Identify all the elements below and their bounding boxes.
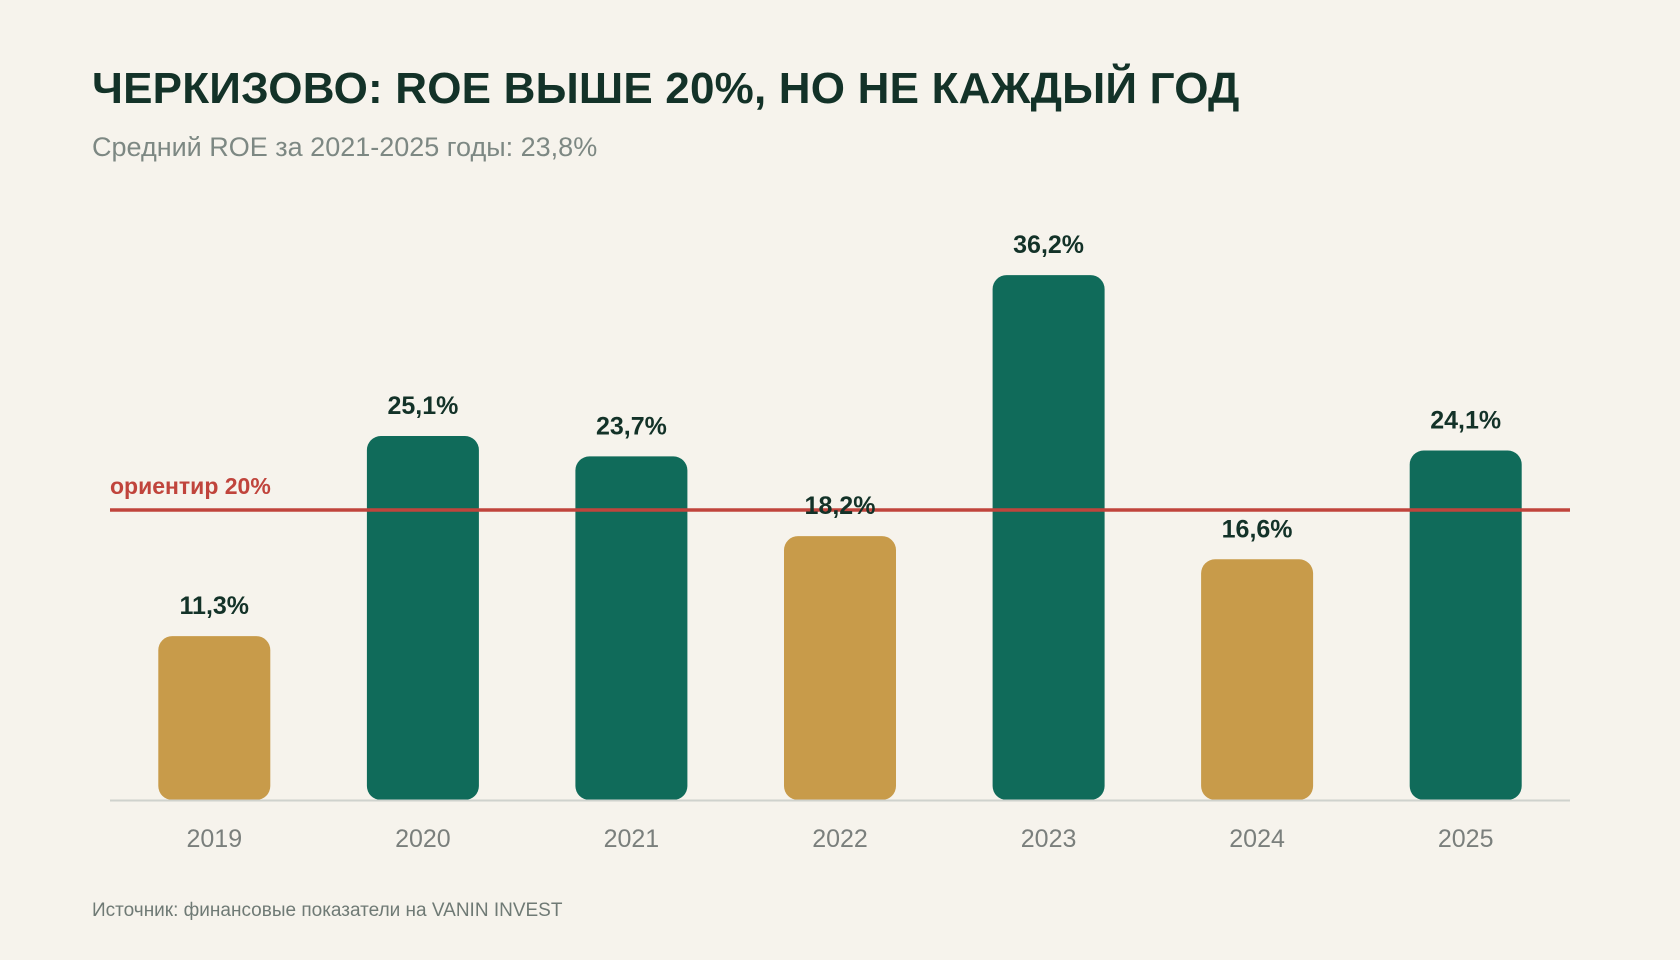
value-label-2020: 25,1%: [387, 392, 458, 420]
value-label-2019: 11,3%: [180, 592, 250, 620]
reference-layer: ориентир 20%: [110, 473, 1570, 512]
reference-line-label: ориентир 20%: [110, 473, 271, 499]
x-tick-2024: 2024: [1229, 825, 1285, 853]
x-tick-2019: 2019: [186, 825, 242, 853]
value-label-2024: 16,6%: [1222, 515, 1293, 543]
bar-2023: [992, 275, 1105, 801]
chart-subtitle: Средний ROE за 2021-2025 годы: 23,8%: [92, 132, 598, 162]
value-label-2022: 18,2%: [805, 492, 876, 520]
x-tick-2025: 2025: [1438, 825, 1494, 853]
bar-2022: [784, 536, 896, 800]
bar-2025: [1409, 450, 1522, 800]
bars-layer: [158, 275, 1522, 801]
chart-title: ЧЕРКИЗОВО: ROE ВЫШЕ 20%, НО НЕ КАЖДЫЙ ГО…: [92, 64, 1240, 113]
source-note: Источник: финансовые показатели на VANIN…: [92, 900, 563, 921]
value-label-2025: 24,1%: [1430, 407, 1501, 435]
value-labels-layer: 11,3% 25,1% 23,7% 18,2% 36,2% 16,6% 24,1%: [180, 231, 1502, 620]
bar-2019: [158, 636, 271, 800]
x-tick-2021: 2021: [604, 825, 660, 853]
x-axis: 2019 2020 2021 2022 2023 2024 2025: [110, 799, 1570, 853]
x-tick-2023: 2023: [1021, 825, 1077, 853]
bar-2020: [366, 436, 479, 800]
bar-2024: [1201, 559, 1314, 800]
x-tick-2022: 2022: [812, 825, 868, 853]
value-label-2023: 36,2%: [1013, 231, 1084, 259]
bar-2021: [575, 456, 688, 800]
value-label-2021: 23,7%: [596, 412, 667, 440]
x-tick-2020: 2020: [395, 825, 451, 853]
